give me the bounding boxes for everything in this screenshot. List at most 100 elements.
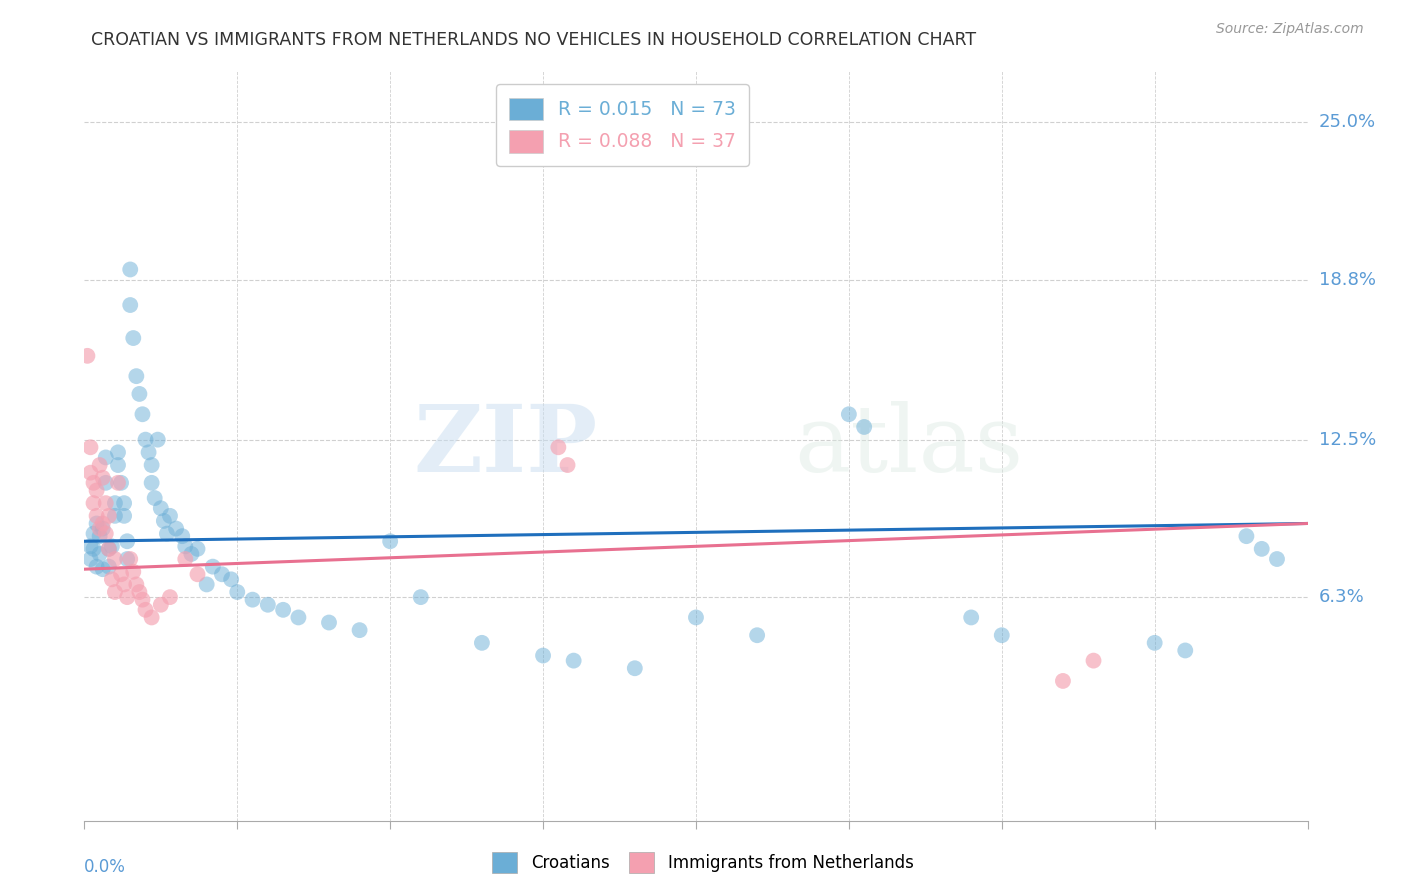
Point <box>685 610 707 624</box>
Point <box>1250 541 1272 556</box>
Text: 12.5%: 12.5% <box>1319 431 1376 449</box>
Text: 18.8%: 18.8% <box>1319 270 1375 289</box>
Text: ZIP: ZIP <box>413 401 598 491</box>
Point <box>174 552 197 566</box>
Point <box>79 552 101 566</box>
Point <box>159 508 181 523</box>
Point <box>120 262 142 277</box>
Legend: R = 0.015   N = 73, R = 0.088   N = 37: R = 0.015 N = 73, R = 0.088 N = 37 <box>496 85 749 166</box>
Point <box>1052 673 1074 688</box>
Text: Source: ZipAtlas.com: Source: ZipAtlas.com <box>1216 22 1364 37</box>
Point <box>115 590 138 604</box>
Point <box>135 433 157 447</box>
Point <box>201 559 224 574</box>
Point <box>180 547 202 561</box>
Point <box>112 496 135 510</box>
Text: 6.3%: 6.3% <box>1319 588 1364 607</box>
Point <box>153 514 176 528</box>
Point <box>79 466 101 480</box>
Point <box>143 491 166 505</box>
Point <box>146 433 169 447</box>
Point <box>838 407 860 421</box>
Point <box>94 526 117 541</box>
Point <box>76 349 98 363</box>
Point <box>141 610 163 624</box>
Point <box>94 475 117 490</box>
Point <box>135 603 157 617</box>
Point <box>107 458 129 472</box>
Point <box>83 475 105 490</box>
Point <box>186 567 208 582</box>
Point <box>91 471 114 485</box>
Point <box>112 508 135 523</box>
Point <box>120 552 142 566</box>
Point <box>226 585 249 599</box>
Point <box>128 387 150 401</box>
Point <box>110 567 132 582</box>
Point <box>349 623 371 637</box>
Point <box>101 572 124 586</box>
Point <box>125 577 148 591</box>
Point <box>562 654 585 668</box>
Point <box>97 508 120 523</box>
Point <box>211 567 233 582</box>
Point <box>107 475 129 490</box>
Point <box>624 661 647 675</box>
Point <box>547 440 569 454</box>
Point <box>79 539 101 553</box>
Point <box>94 496 117 510</box>
Point <box>1143 636 1166 650</box>
Point <box>287 610 309 624</box>
Point <box>91 562 114 576</box>
Point <box>1236 529 1258 543</box>
Point <box>104 585 127 599</box>
Point <box>747 628 769 642</box>
Point <box>89 547 111 561</box>
Point <box>122 565 145 579</box>
Point <box>318 615 340 630</box>
Point <box>79 440 101 454</box>
Point <box>557 458 579 472</box>
Point <box>149 598 172 612</box>
Point <box>380 534 402 549</box>
Point <box>195 577 218 591</box>
Point <box>853 420 876 434</box>
Point <box>97 541 120 556</box>
Point <box>1083 654 1105 668</box>
Point <box>409 590 432 604</box>
Point <box>174 539 197 553</box>
Point <box>91 516 114 531</box>
Point <box>110 475 132 490</box>
Point <box>991 628 1014 642</box>
Point <box>271 603 294 617</box>
Point <box>138 445 160 459</box>
Point <box>156 526 179 541</box>
Point <box>128 585 150 599</box>
Point <box>186 541 208 556</box>
Point <box>115 552 138 566</box>
Text: 0.0%: 0.0% <box>84 858 127 876</box>
Point <box>471 636 494 650</box>
Point <box>104 508 127 523</box>
Point <box>104 552 127 566</box>
Point <box>149 501 172 516</box>
Text: CROATIAN VS IMMIGRANTS FROM NETHERLANDS NO VEHICLES IN HOUSEHOLD CORRELATION CHA: CROATIAN VS IMMIGRANTS FROM NETHERLANDS … <box>91 31 977 49</box>
Point <box>219 572 242 586</box>
Point <box>141 458 163 472</box>
Legend: Croatians, Immigrants from Netherlands: Croatians, Immigrants from Netherlands <box>485 846 921 880</box>
Point <box>960 610 983 624</box>
Point <box>83 496 105 510</box>
Point <box>97 559 120 574</box>
Point <box>242 592 264 607</box>
Point <box>125 369 148 384</box>
Text: 25.0%: 25.0% <box>1319 113 1376 131</box>
Point <box>141 475 163 490</box>
Point <box>89 529 111 543</box>
Text: atlas: atlas <box>794 401 1024 491</box>
Point <box>531 648 554 663</box>
Point <box>104 496 127 510</box>
Point <box>83 541 105 556</box>
Point <box>101 539 124 553</box>
Point <box>159 590 181 604</box>
Point <box>86 483 108 498</box>
